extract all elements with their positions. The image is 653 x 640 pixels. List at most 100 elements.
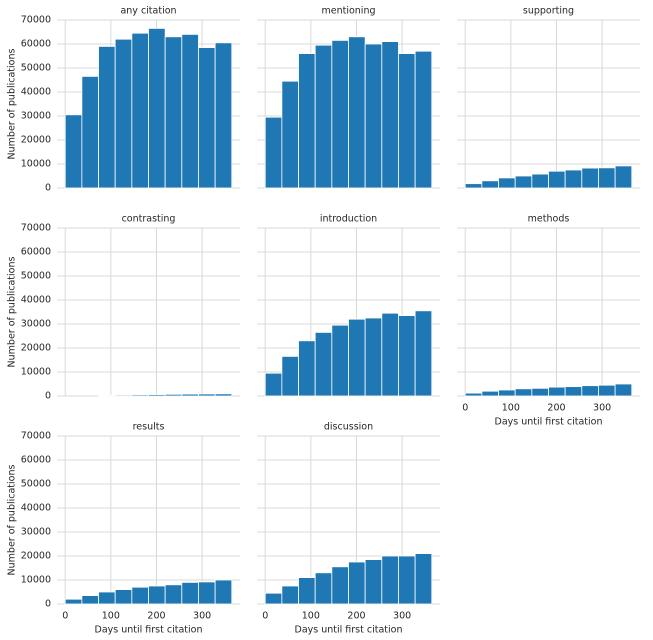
bar: [481, 390, 499, 397]
x-axis-label: Days until first citation: [95, 625, 203, 636]
bar: [581, 385, 599, 397]
bar: [181, 34, 199, 189]
bar: [214, 393, 233, 397]
bar: [498, 389, 516, 397]
bar: [281, 585, 299, 605]
y-tick-label: 10000: [21, 575, 51, 586]
x-tick-label: 0: [62, 611, 68, 622]
y-tick-label: 40000: [21, 295, 51, 306]
x-axis-label: Days until first citation: [495, 417, 603, 428]
y-tick-label: 30000: [21, 527, 51, 538]
bar: [298, 340, 316, 397]
panel-title: discussion: [324, 422, 373, 433]
bar: [181, 393, 199, 397]
x-tick-label: 0: [262, 611, 268, 622]
x-tick-label: 200: [547, 403, 565, 414]
bar: [381, 555, 399, 605]
y-tick-label: 40000: [21, 87, 51, 98]
bar: [98, 46, 116, 189]
x-tick-label: 100: [502, 403, 520, 414]
bar: [298, 53, 316, 189]
y-tick-label: 50000: [21, 479, 51, 490]
bar: [581, 167, 599, 189]
bar: [198, 581, 216, 605]
panel-title: contrasting: [122, 214, 176, 225]
bar: [331, 566, 349, 605]
bar: [498, 177, 516, 189]
bar: [98, 591, 116, 605]
bar: [198, 393, 216, 397]
bar: [398, 53, 416, 189]
y-tick-label: 10000: [21, 159, 51, 170]
bar: [81, 595, 99, 605]
y-tick-label: 10000: [21, 367, 51, 378]
bar: [614, 165, 633, 189]
y-tick-label: 20000: [21, 551, 51, 562]
bar: [398, 555, 416, 605]
x-tick-label: 200: [147, 611, 165, 622]
bar: [381, 41, 399, 189]
bar: [564, 386, 583, 397]
panel: mentioning: [257, 6, 440, 189]
panel-title: any citation: [120, 6, 176, 17]
bar: [514, 388, 533, 397]
bar: [531, 387, 549, 397]
bar: [148, 585, 166, 605]
x-tick-label: 100: [302, 611, 320, 622]
bar: [148, 27, 166, 189]
bar: [348, 36, 366, 189]
x-axis-label: Days until first citation: [295, 625, 403, 636]
bar: [281, 80, 299, 189]
bar: [314, 572, 333, 605]
panel: introduction: [257, 214, 440, 397]
bar: [148, 394, 166, 397]
bar: [264, 592, 283, 605]
bar: [331, 324, 349, 397]
panel-title: supporting: [523, 6, 574, 17]
panel: results 0 10000 20000 30000 40000 50000 60000 70…: [7, 422, 240, 636]
bar: [414, 310, 433, 397]
bar: [348, 318, 366, 397]
bar: [398, 315, 416, 397]
bar: [214, 42, 233, 189]
panel-title: results: [133, 422, 165, 433]
bar: [164, 36, 183, 189]
bar: [414, 553, 433, 605]
y-tick-label: 0: [45, 391, 51, 402]
panel-title: introduction: [320, 214, 377, 225]
bar: [281, 355, 299, 397]
bar: [214, 579, 233, 605]
x-tick-label: 200: [347, 611, 365, 622]
bar: [64, 598, 83, 605]
y-tick-label: 30000: [21, 111, 51, 122]
y-tick-label: 0: [45, 599, 51, 610]
x-tick-label: 300: [393, 611, 411, 622]
x-tick-label: 100: [102, 611, 120, 622]
y-tick-label: 50000: [21, 63, 51, 74]
bar: [331, 40, 349, 189]
y-tick-label: 0: [45, 183, 51, 194]
y-tick-label: 70000: [21, 223, 51, 234]
y-tick-label: 60000: [21, 455, 51, 466]
bar: [314, 331, 333, 397]
bar: [481, 180, 499, 189]
bar: [164, 584, 183, 605]
bar: [181, 582, 199, 605]
panel: supporting: [457, 6, 640, 189]
bar: [564, 169, 583, 189]
panel: methods 0 100 200 300 Days until first citati…: [457, 214, 640, 428]
bar: [81, 76, 99, 189]
bar: [131, 32, 149, 189]
y-tick-label: 20000: [21, 135, 51, 146]
bar: [131, 586, 149, 605]
panel: any citation 0 10000 20000 30000 40000 50000 60…: [7, 6, 240, 194]
bar: [198, 47, 216, 189]
y-axis-label: Number of publications: [7, 256, 18, 367]
y-tick-label: 40000: [21, 503, 51, 514]
bar: [364, 43, 383, 189]
x-tick-label: 0: [462, 403, 468, 414]
bar: [264, 116, 283, 189]
y-tick-label: 30000: [21, 319, 51, 330]
x-tick-label: 300: [593, 403, 611, 414]
